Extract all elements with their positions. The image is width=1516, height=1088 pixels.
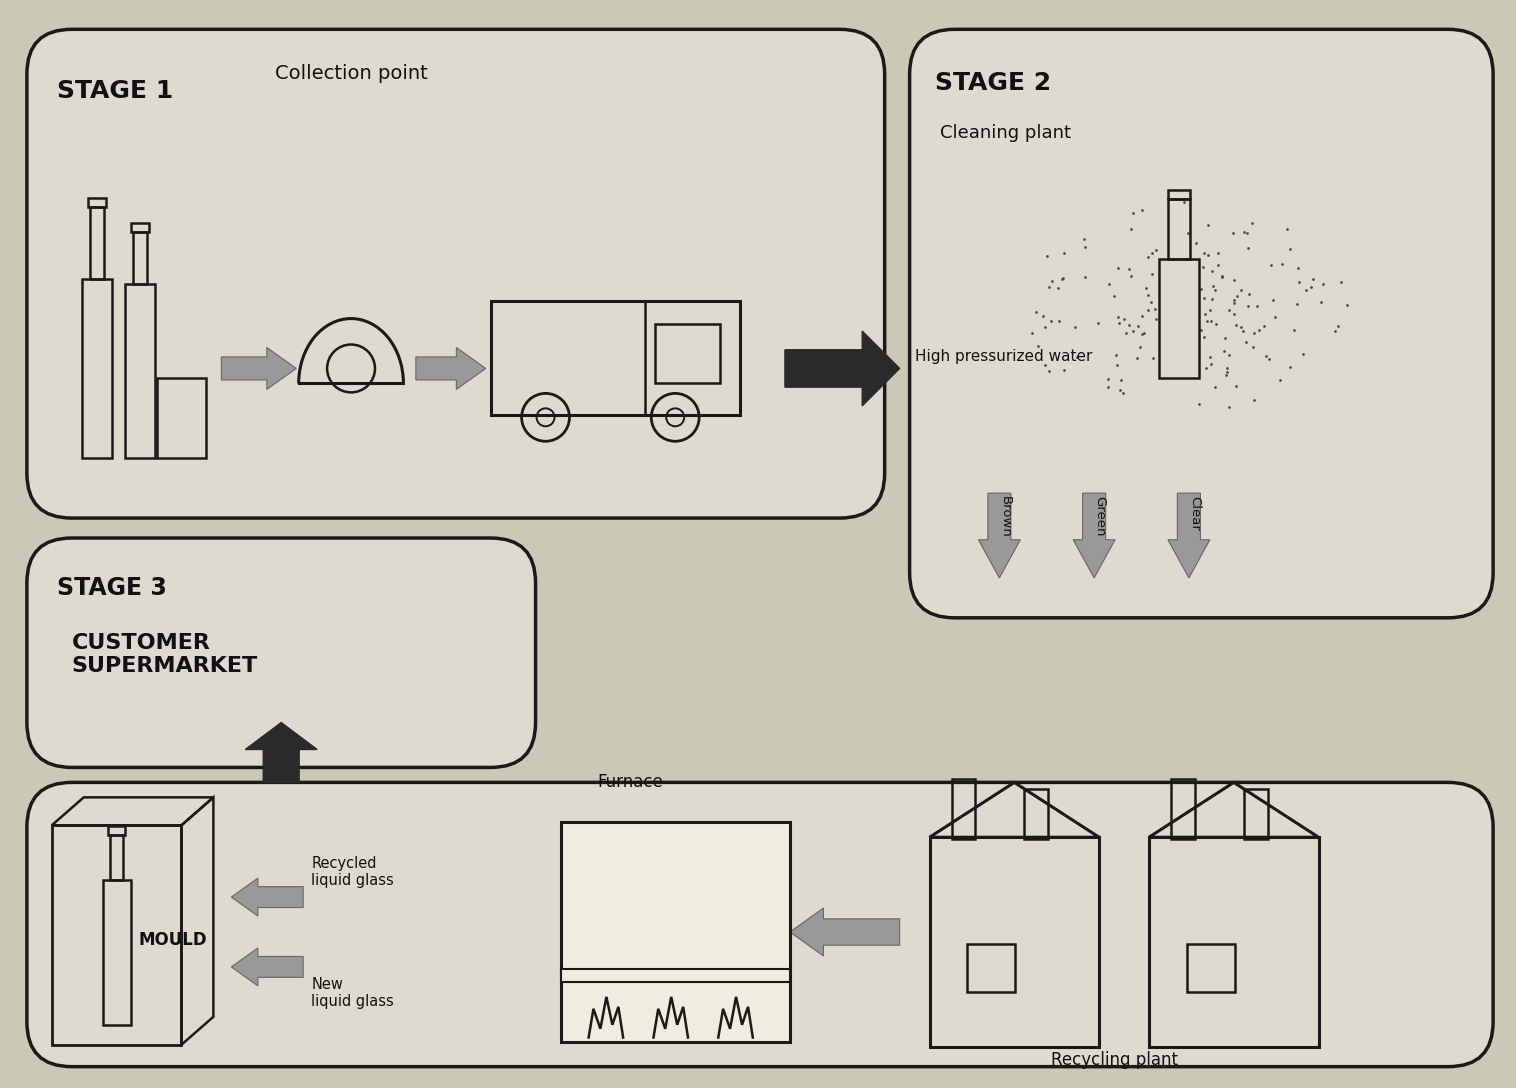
Text: High pressurized water: High pressurized water xyxy=(914,348,1092,363)
Bar xyxy=(89,207,103,279)
Text: Cleaning plant: Cleaning plant xyxy=(940,124,1070,143)
Bar xyxy=(1158,259,1199,379)
Bar xyxy=(1170,779,1195,839)
Text: Collection point: Collection point xyxy=(274,64,428,83)
Text: STAGE 3: STAGE 3 xyxy=(56,576,167,599)
FancyBboxPatch shape xyxy=(27,537,535,767)
Bar xyxy=(561,823,790,1041)
Polygon shape xyxy=(790,908,899,956)
Bar xyxy=(491,300,740,416)
Text: New
liquid glass: New liquid glass xyxy=(311,977,394,1010)
Text: Green: Green xyxy=(1093,496,1107,536)
Polygon shape xyxy=(232,878,303,916)
Bar xyxy=(952,779,975,839)
Bar xyxy=(1167,199,1190,259)
Bar xyxy=(1243,790,1267,839)
Text: Recycled
liquid glass: Recycled liquid glass xyxy=(311,856,394,889)
Polygon shape xyxy=(246,722,317,782)
Bar xyxy=(52,826,182,1044)
Bar xyxy=(124,284,155,458)
Polygon shape xyxy=(1167,493,1210,578)
FancyBboxPatch shape xyxy=(27,782,1493,1066)
Polygon shape xyxy=(785,331,899,406)
Bar xyxy=(655,323,720,383)
Bar xyxy=(108,826,126,836)
Bar xyxy=(1025,790,1048,839)
Text: Furnace: Furnace xyxy=(597,774,662,791)
Polygon shape xyxy=(232,948,303,986)
Text: CUSTOMER
SUPERMARKET: CUSTOMER SUPERMARKET xyxy=(71,633,258,676)
Bar xyxy=(1167,190,1190,199)
Text: Brown: Brown xyxy=(999,496,1011,537)
Bar xyxy=(561,969,790,981)
Text: MOULD: MOULD xyxy=(138,931,206,949)
Bar xyxy=(88,198,106,207)
Text: STAGE 1: STAGE 1 xyxy=(56,79,173,103)
Bar xyxy=(111,836,123,880)
Bar xyxy=(82,279,112,458)
Polygon shape xyxy=(978,493,1020,578)
Text: Recycling plant: Recycling plant xyxy=(1051,1051,1178,1068)
Text: STAGE 2: STAGE 2 xyxy=(934,71,1051,96)
Bar xyxy=(929,838,1099,1047)
Bar xyxy=(967,944,1016,992)
Bar xyxy=(1187,944,1234,992)
Polygon shape xyxy=(415,347,485,390)
Polygon shape xyxy=(221,347,296,390)
Bar xyxy=(1149,838,1319,1047)
Polygon shape xyxy=(1073,493,1116,578)
Bar xyxy=(103,880,130,1025)
Bar xyxy=(132,232,147,284)
FancyBboxPatch shape xyxy=(27,29,885,518)
Bar xyxy=(130,223,149,232)
FancyBboxPatch shape xyxy=(910,29,1493,618)
Text: Clear: Clear xyxy=(1189,496,1201,531)
Bar xyxy=(156,379,206,458)
